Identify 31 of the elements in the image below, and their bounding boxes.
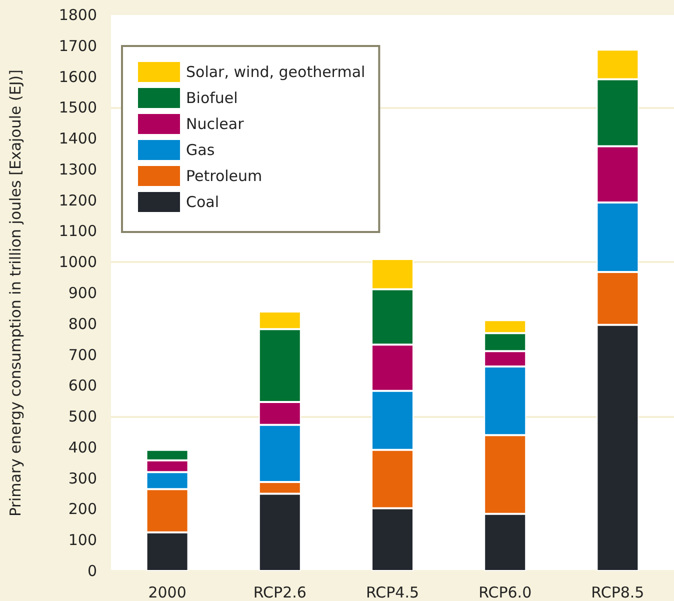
- legend-label: Biofuel: [186, 89, 238, 107]
- y-tick-label: 1300: [58, 160, 97, 178]
- y-tick-label: 1100: [58, 222, 97, 240]
- legend-label: Nuclear: [186, 115, 245, 133]
- y-axis-title: Primary energy consumption in trillion joules [Exajoule (EJ)]: [6, 70, 24, 516]
- x-tick-label: RCP6.0: [478, 584, 532, 601]
- y-tick-label: 0: [87, 562, 97, 580]
- y-tick-label: 1700: [58, 36, 97, 55]
- y-tick-label: 100: [68, 531, 97, 550]
- x-tick-label: RCP2.6: [253, 584, 306, 601]
- y-tick-label: 1800: [58, 6, 97, 24]
- y-tick-label: 200: [68, 500, 97, 518]
- legend-label: Solar, wind, geothermal: [186, 63, 366, 81]
- legend-label: Gas: [186, 141, 215, 159]
- legend-label: Coal: [186, 193, 220, 211]
- y-tick-label: 1400: [58, 130, 97, 148]
- y-tick-label: 400: [68, 438, 97, 456]
- legend-label: Petroleum: [186, 167, 262, 185]
- x-tick-label: RCP8.5: [591, 584, 644, 601]
- y-tick-label: 500: [68, 408, 97, 426]
- y-tick-label: 1200: [58, 191, 97, 210]
- y-tick-label: 1600: [58, 68, 97, 86]
- y-tick-label: 700: [68, 346, 97, 364]
- y-tick-label: 1500: [58, 98, 97, 117]
- y-tick-label: 1000: [58, 253, 97, 272]
- y-tick-label: 900: [68, 284, 97, 302]
- x-tick-label: 2000: [148, 584, 186, 601]
- y-tick-label: 800: [68, 314, 97, 333]
- y-tick-label: 600: [68, 376, 97, 395]
- x-tick-label: RCP4.5: [366, 584, 420, 601]
- y-tick-label: 300: [68, 469, 97, 488]
